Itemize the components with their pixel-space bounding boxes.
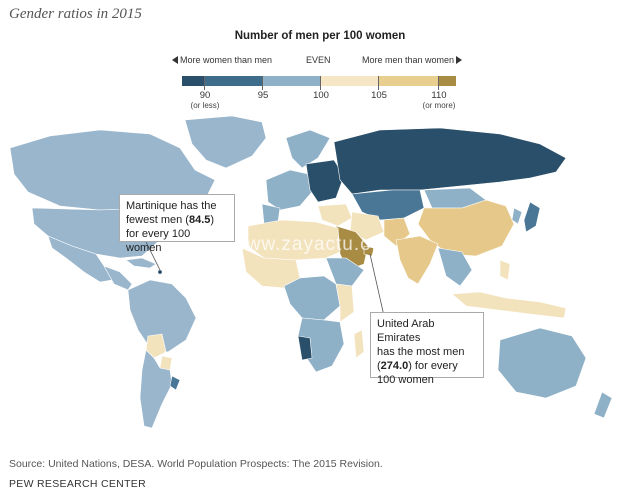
legend-color-scale [182, 76, 456, 86]
chart-title: Gender ratios in 2015 [9, 6, 142, 22]
legend-tick-label-95: 95 [257, 90, 269, 101]
martinique-callout: Martinique has the fewest men (84.5) for… [119, 194, 235, 254]
region-martinique [157, 269, 163, 275]
legend-tick-105 [378, 76, 379, 90]
uae-leader-line [369, 253, 385, 317]
region-central-africa [283, 275, 341, 321]
region-uae [363, 245, 375, 257]
region-caribbean [125, 257, 157, 269]
legend-tick-90 [204, 76, 205, 90]
region-iran [349, 211, 385, 241]
legend-tick-95 [262, 76, 263, 90]
region-madagascar [353, 329, 365, 359]
legend-swatch-2 [204, 76, 262, 86]
legend-tick-100 [320, 76, 321, 90]
region-north-africa [247, 219, 341, 261]
world-map [9, 115, 613, 429]
region-australia [497, 327, 587, 399]
region-south-america-north [127, 279, 197, 353]
region-central-asia [351, 189, 425, 221]
legend-swatch-5 [378, 76, 438, 86]
region-eastern-europe [305, 159, 345, 203]
legend-tick-label-110: 110 (or more) [422, 90, 456, 111]
legend-swatch-1 [182, 76, 204, 86]
legend-even-label: EVEN [306, 55, 331, 65]
region-mexico [47, 235, 113, 283]
region-horn-of-africa [325, 257, 365, 287]
legend-tick-110 [438, 76, 439, 90]
region-indonesia [451, 291, 567, 319]
source-note: Source: United Nations, DESA. World Popu… [9, 458, 383, 470]
martinique-leader-line [145, 241, 161, 271]
region-china [417, 199, 515, 257]
region-paraguay [159, 355, 173, 371]
legend-tick-label-90: 90 (or less) [190, 90, 220, 111]
region-central-america [103, 265, 133, 291]
legend-swatch-4 [320, 76, 378, 86]
legend-right-direction: More men than women [362, 55, 462, 65]
legend-swatch-6 [438, 76, 456, 86]
legend-swatch-3 [262, 76, 320, 86]
region-namibia [297, 335, 313, 361]
legend-tick-label-105: 105 [371, 90, 387, 101]
region-turkey-levant [317, 203, 353, 227]
legend-tick-label-100: 100 [313, 90, 329, 101]
region-india [395, 235, 439, 285]
region-east-africa [335, 283, 355, 323]
region-greenland [184, 115, 267, 169]
watermark-text: www.zayactu.org [232, 234, 391, 255]
region-japan [523, 201, 541, 233]
region-philippines [499, 259, 511, 281]
region-indochina [437, 247, 473, 287]
region-russia [333, 127, 567, 195]
region-western-europe [265, 169, 313, 211]
region-bolivia [145, 333, 167, 359]
uae-callout: United Arab Emirates has the most men (2… [370, 312, 484, 386]
region-southern-cone [139, 349, 173, 429]
region-uruguay [169, 375, 181, 391]
credit-line: PEW RESEARCH CENTER [9, 478, 146, 490]
legend-title: Number of men per 100 women [234, 30, 406, 42]
region-korea [511, 207, 523, 225]
legend-left-direction: More women than men [172, 55, 272, 65]
region-scandinavia [285, 129, 331, 169]
region-new-zealand [593, 391, 613, 419]
